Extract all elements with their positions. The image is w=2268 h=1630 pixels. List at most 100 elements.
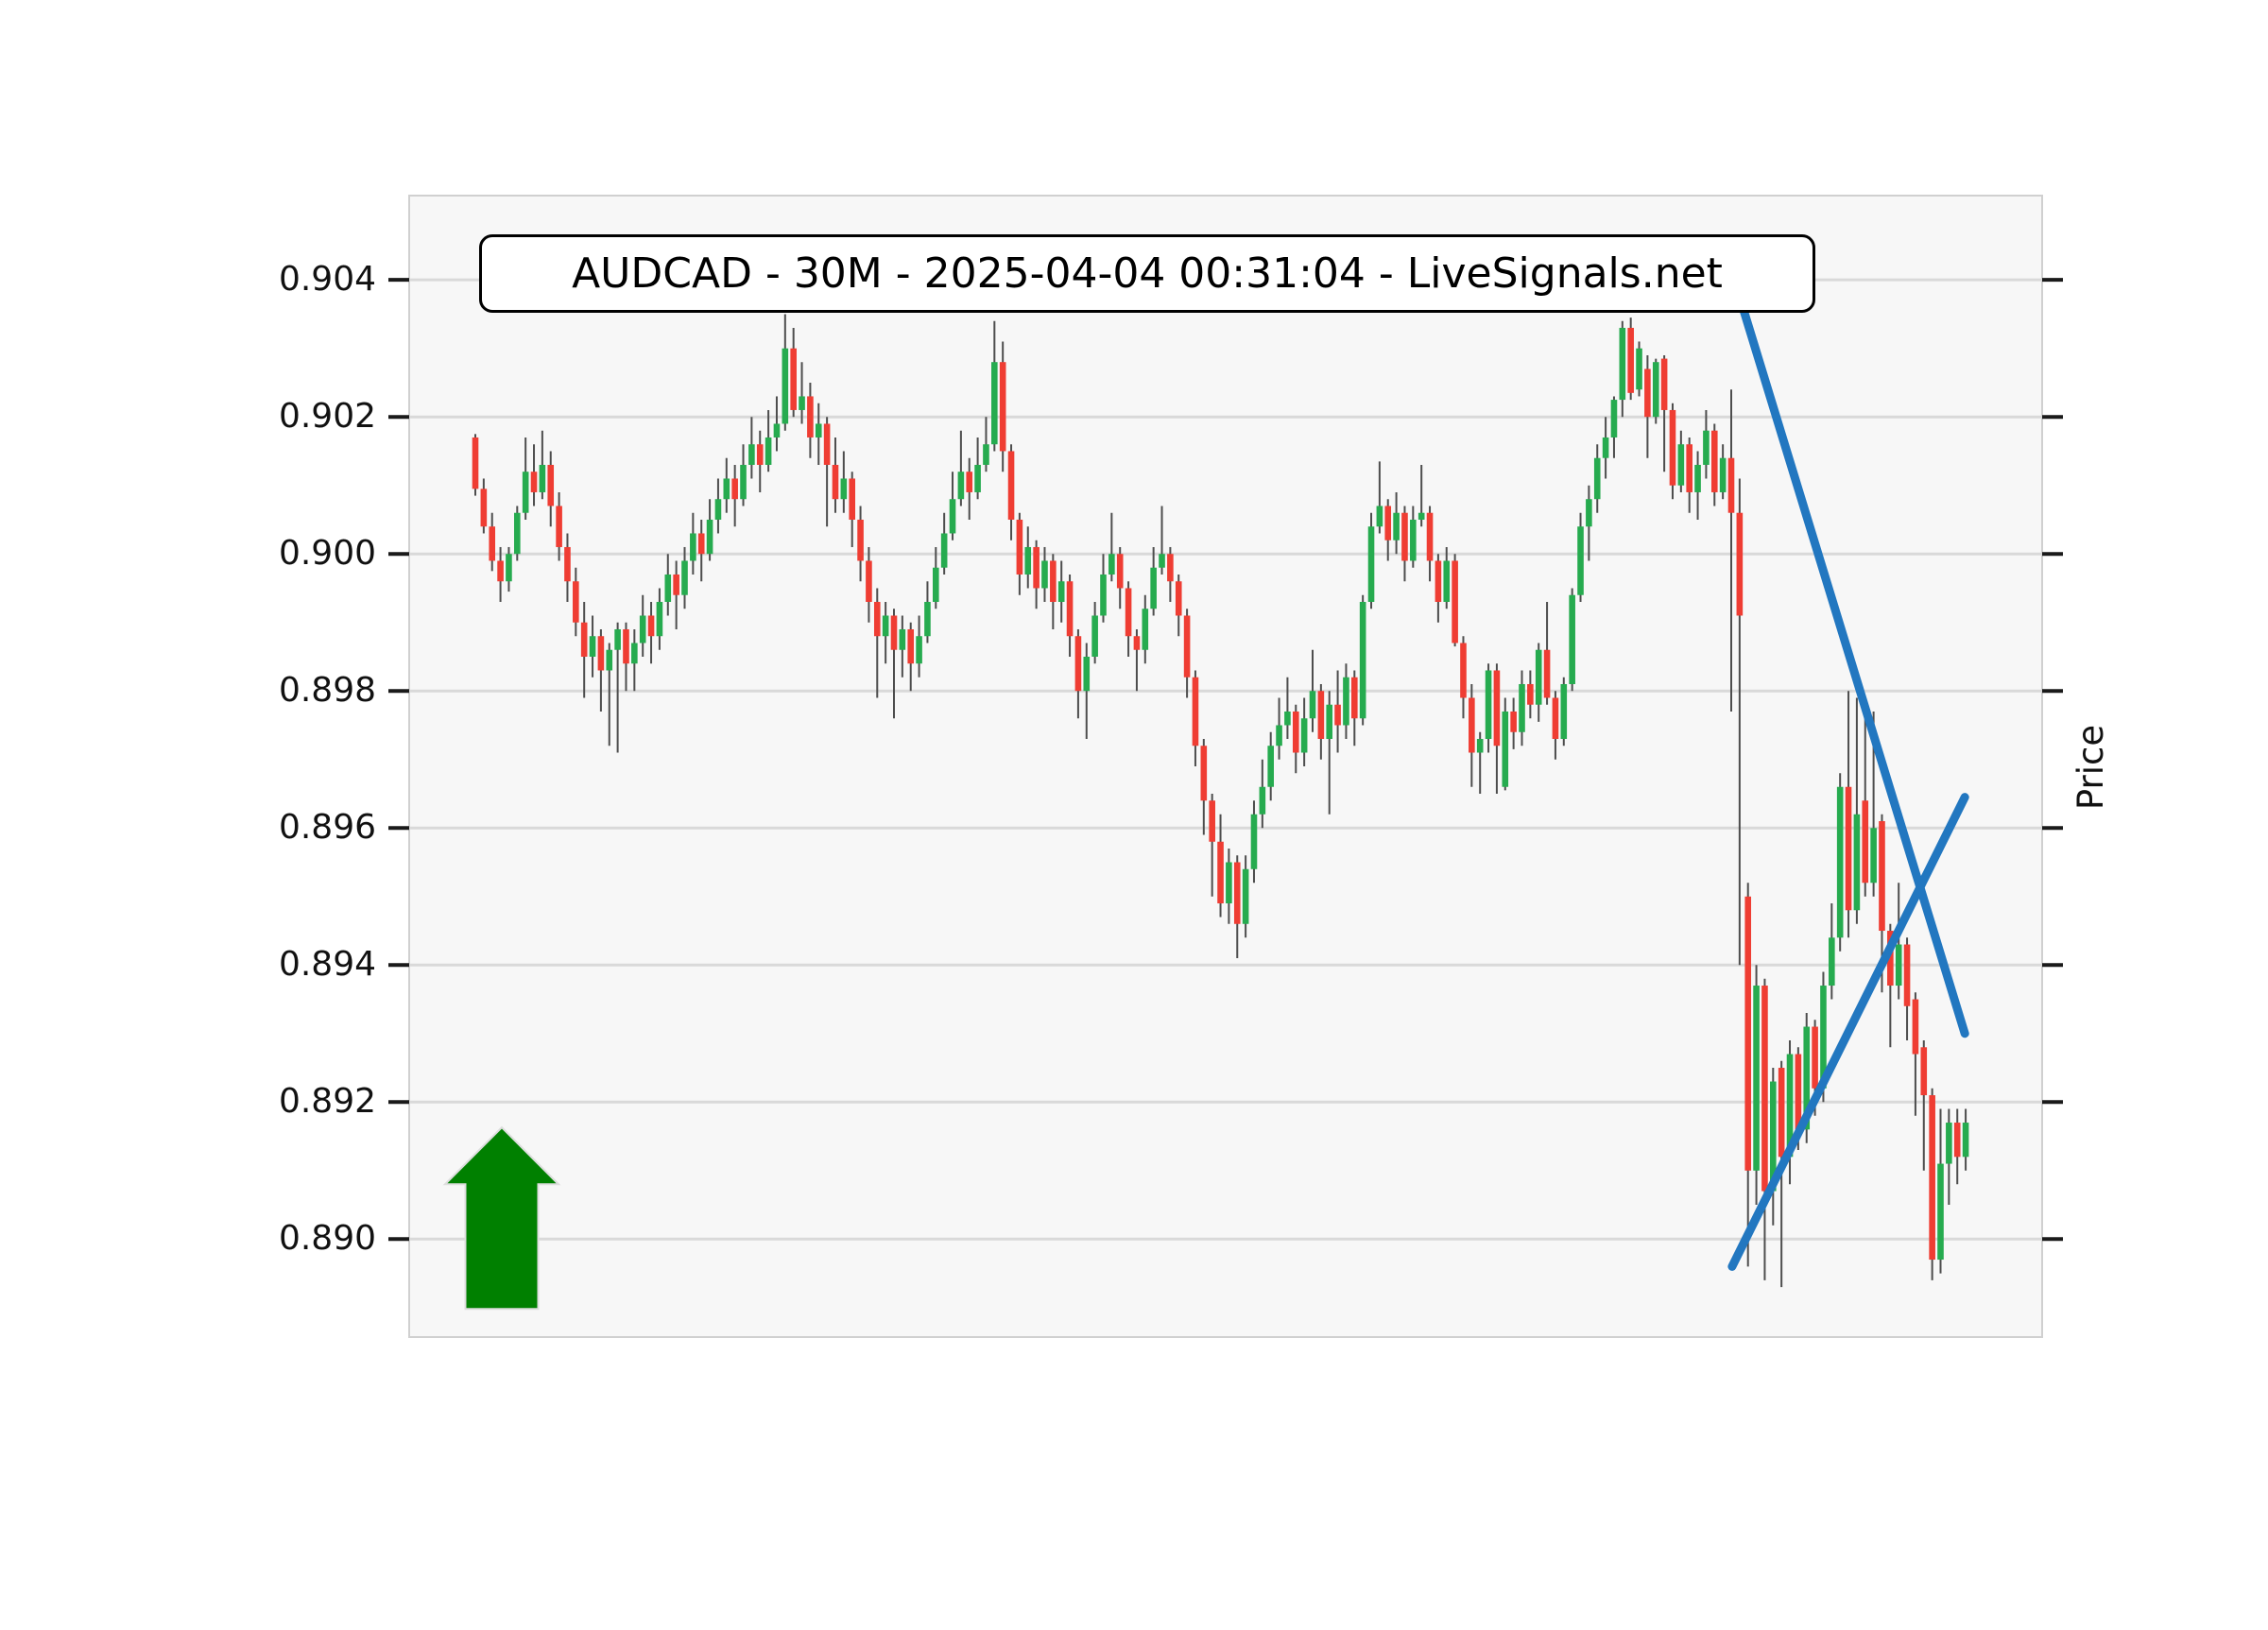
candle-down bbox=[564, 546, 571, 582]
candle-up bbox=[606, 649, 613, 671]
candle-up bbox=[1577, 526, 1584, 595]
y-tick-label: 0.904 bbox=[278, 260, 376, 300]
chart-title-box: AUDCAD - 30M - 2025-04-04 00:31:04 - Liv… bbox=[479, 234, 1815, 313]
candle-down bbox=[1452, 560, 1458, 643]
candle-down bbox=[1953, 1123, 1961, 1158]
candle-up bbox=[1703, 430, 1710, 465]
candle-down bbox=[673, 574, 679, 595]
candle-down bbox=[1317, 691, 1325, 739]
candle-up bbox=[1593, 457, 1601, 500]
candle-up bbox=[1476, 738, 1484, 753]
descending-trendline bbox=[1739, 306, 1969, 1038]
candle-down bbox=[1200, 746, 1208, 801]
chart-title: AUDCAD - 30M - 2025-04-04 00:31:04 - Liv… bbox=[572, 249, 1723, 298]
buy-signal-arrow bbox=[442, 1125, 561, 1311]
candle-down bbox=[1167, 554, 1174, 582]
candle-up bbox=[681, 560, 688, 595]
candle-up bbox=[1786, 1054, 1794, 1158]
candle-up bbox=[991, 362, 998, 445]
candle-down bbox=[1401, 512, 1408, 561]
candle-down bbox=[1192, 677, 1199, 746]
y-tick-label: 0.900 bbox=[278, 534, 376, 574]
candle-down bbox=[1761, 986, 1768, 1192]
ascending-trendline bbox=[1727, 793, 1969, 1271]
candle-up bbox=[1895, 944, 1902, 987]
candle-up bbox=[1041, 560, 1048, 589]
candle-up bbox=[949, 499, 956, 534]
candle-down bbox=[1233, 862, 1241, 924]
candle-down bbox=[547, 464, 555, 506]
candle-down bbox=[1292, 711, 1299, 753]
candle-up bbox=[1443, 560, 1451, 602]
candle-down bbox=[807, 396, 814, 438]
candle-up bbox=[899, 628, 906, 650]
candle-up bbox=[983, 444, 989, 465]
candle-up bbox=[1770, 1081, 1777, 1192]
candle-down bbox=[866, 560, 872, 602]
candle-up bbox=[1946, 1123, 1952, 1164]
candle-down bbox=[1778, 1068, 1785, 1158]
candle-up bbox=[1820, 986, 1827, 1089]
candle-down bbox=[1920, 1047, 1928, 1096]
candle-up bbox=[614, 628, 621, 650]
candle-down bbox=[1686, 444, 1692, 492]
candle-up bbox=[1677, 444, 1685, 486]
y-tick-label: 0.896 bbox=[278, 808, 376, 848]
candle-down bbox=[756, 444, 764, 465]
candle-up bbox=[506, 554, 512, 582]
candle-down bbox=[1007, 451, 1015, 520]
candle-up bbox=[1937, 1163, 1944, 1261]
candle-up bbox=[773, 423, 781, 438]
candle-up bbox=[916, 636, 922, 664]
candle-up bbox=[1652, 362, 1659, 418]
candle-down bbox=[1727, 457, 1735, 513]
candle-up bbox=[664, 574, 672, 602]
candle-up bbox=[748, 444, 755, 465]
candle-down bbox=[556, 506, 562, 547]
candle-down bbox=[907, 628, 915, 664]
candle-down bbox=[1209, 800, 1215, 842]
candle-down bbox=[597, 636, 605, 671]
candle-down bbox=[1435, 560, 1442, 602]
candle-up bbox=[1836, 786, 1844, 938]
candle-down bbox=[1527, 683, 1534, 705]
candle-up bbox=[1150, 567, 1157, 609]
candle-up bbox=[799, 396, 805, 410]
candle-up bbox=[1142, 609, 1149, 650]
candle-down bbox=[1125, 588, 1132, 637]
candle-up bbox=[706, 519, 713, 555]
candle-down bbox=[1175, 581, 1182, 616]
candle-up bbox=[1502, 711, 1509, 787]
candle-down bbox=[1795, 1054, 1802, 1130]
candle-up bbox=[1159, 554, 1165, 568]
candle-up bbox=[782, 348, 789, 424]
candle-down bbox=[1744, 896, 1752, 1171]
candle-down bbox=[1510, 711, 1517, 732]
candle-up bbox=[1300, 718, 1308, 753]
candle-up bbox=[1610, 400, 1618, 438]
candle-down bbox=[1217, 841, 1224, 904]
candle-down bbox=[1016, 519, 1023, 575]
candle-down bbox=[1460, 643, 1467, 698]
y-tick-label: 0.890 bbox=[278, 1219, 376, 1259]
candle-up bbox=[1719, 457, 1727, 492]
candle-down bbox=[890, 615, 898, 650]
candle-down bbox=[1183, 615, 1191, 678]
candle-down bbox=[497, 560, 504, 582]
candle-up bbox=[1376, 506, 1383, 527]
candle-down bbox=[790, 348, 797, 410]
candle-up bbox=[1410, 519, 1417, 561]
candle-down bbox=[1669, 409, 1676, 486]
candle-up bbox=[1343, 677, 1349, 726]
candle-up bbox=[1519, 683, 1525, 732]
candle-up bbox=[1829, 937, 1835, 987]
candle-up bbox=[1267, 746, 1274, 787]
candle-up bbox=[933, 567, 939, 602]
candle-down bbox=[1812, 1026, 1818, 1089]
candle-up bbox=[714, 499, 722, 520]
candle-up bbox=[1284, 711, 1291, 726]
candle-up bbox=[1250, 814, 1258, 869]
candle-up bbox=[514, 512, 521, 555]
candle-up bbox=[957, 472, 965, 500]
